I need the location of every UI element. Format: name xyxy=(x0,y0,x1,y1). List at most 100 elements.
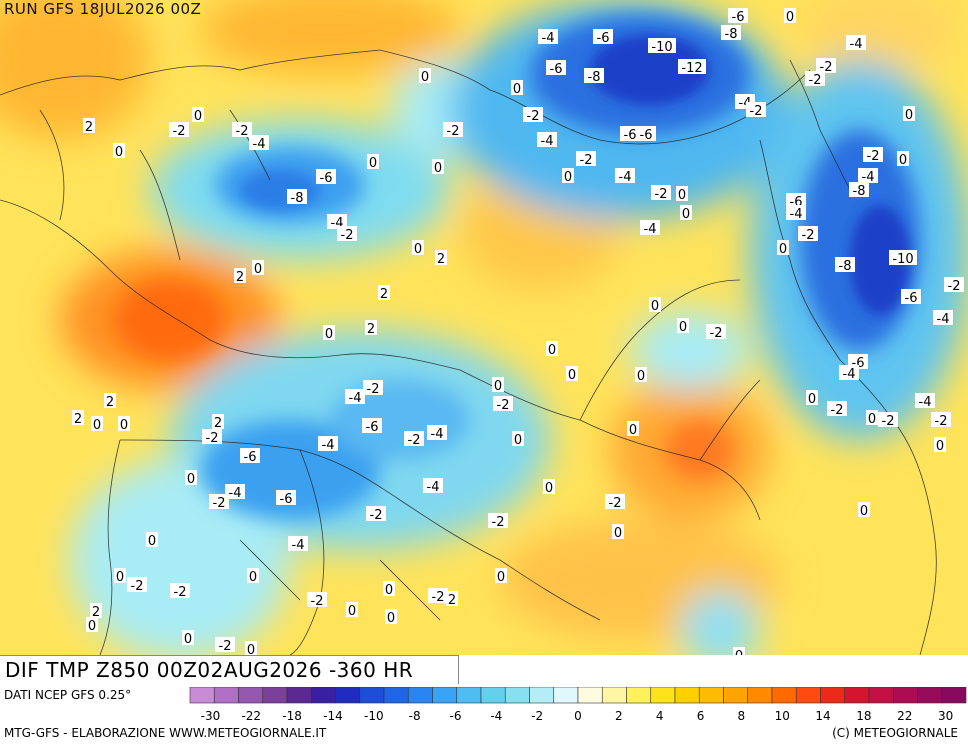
run-label: RUN GFS 18JUL2026 00Z xyxy=(4,0,202,18)
contour-label-text: 0 xyxy=(325,327,333,342)
contour-label: 0 xyxy=(113,143,125,160)
contour-labels: -6 0-4 -6-10-8-4-6-8-12 -2-200-4-2 020-2 -2-4… xyxy=(72,8,964,655)
contour-label-text: -2 xyxy=(609,496,622,511)
contour-label: -2 xyxy=(209,494,229,511)
contour-label-text: -4 xyxy=(542,31,555,46)
contour-label: 2 xyxy=(104,393,116,410)
contour-label: 0 xyxy=(680,205,692,222)
color-scale-swatch xyxy=(529,687,555,704)
contour-label-bg xyxy=(620,126,640,141)
contour-label-bg xyxy=(90,603,102,618)
contour-label-text: 0 xyxy=(614,526,622,541)
contour-label-bg xyxy=(593,29,613,44)
contour-label-bg xyxy=(327,214,347,229)
contour-label-bg xyxy=(202,429,222,444)
contour-label-text: -6 xyxy=(280,492,293,507)
contour-label-bg xyxy=(446,591,458,606)
color-scale-swatch xyxy=(650,687,676,704)
contour-label-bg xyxy=(576,151,596,166)
contour-label: 0 xyxy=(182,630,194,647)
contour-label-text: -2 xyxy=(174,585,187,600)
contour-label: -6 xyxy=(240,448,260,465)
contour-label: 0 xyxy=(512,431,524,448)
contour-label-text: 0 xyxy=(735,649,743,655)
contour-label-text: -8 xyxy=(725,27,738,42)
contour-label-bg xyxy=(546,60,566,75)
contour-label: 0 xyxy=(252,260,264,277)
contour-label-bg xyxy=(512,431,524,446)
contour-label: -2 xyxy=(931,412,951,429)
color-scale-tick-label: -14 xyxy=(323,709,343,723)
contour-label-text: 0 xyxy=(249,570,257,585)
contour-label-text: 0 xyxy=(679,320,687,335)
color-scale-swatch xyxy=(892,687,918,704)
contour-label: -6 xyxy=(636,126,656,143)
contour-label: -4 xyxy=(225,484,245,501)
contour-label-text: -10 xyxy=(651,40,672,55)
contour-label: 0 xyxy=(543,479,555,496)
contour-label-bg xyxy=(209,494,229,509)
contour-label: -8 xyxy=(849,182,869,199)
contour-label-text: 0 xyxy=(194,109,202,124)
contour-label: -2 xyxy=(798,226,818,243)
contour-label: 0 xyxy=(495,568,507,585)
contour-label-text: 0 xyxy=(88,619,96,634)
contour-label: 2 xyxy=(90,603,102,620)
contour-label-text: 0 xyxy=(899,153,907,168)
contour-label-text: -2 xyxy=(867,149,880,164)
contour-label: 0 xyxy=(412,240,424,257)
contour-label: 0 xyxy=(86,617,98,634)
contour-label-text: -4 xyxy=(229,486,242,501)
contour-label-text: 0 xyxy=(115,145,123,160)
contour-label: -6 xyxy=(362,418,382,435)
contour-label-text: 0 xyxy=(651,299,659,314)
contour-label-bg xyxy=(127,577,147,592)
contour-label-text: -2 xyxy=(311,594,324,609)
contour-label: -4 xyxy=(615,168,635,185)
contour-label-bg xyxy=(889,250,917,265)
contour-label-bg xyxy=(934,437,946,452)
contour-label: 0 xyxy=(546,341,558,358)
color-scale-tick-label: 6 xyxy=(697,709,705,723)
contour-label-text: -4 xyxy=(919,395,932,410)
contour-label-bg xyxy=(746,102,766,117)
contour-label: -2 xyxy=(169,122,189,139)
contour-label-text: 2 xyxy=(74,412,82,427)
contour-label-bg xyxy=(435,250,447,265)
contour-label: 0 xyxy=(91,416,103,433)
contour-label-bg xyxy=(827,401,847,416)
contour-label-text: 0 xyxy=(414,242,422,257)
contour-label: -2 xyxy=(232,122,252,139)
contour-label-text: 2 xyxy=(437,252,445,267)
contour-label-text: -4 xyxy=(431,427,444,442)
contour-label-text: 2 xyxy=(448,593,456,608)
contour-label-text: -8 xyxy=(853,184,866,199)
contour-label: 0 xyxy=(866,410,878,427)
color-scale-swatch xyxy=(504,687,530,704)
contour-label-text: -2 xyxy=(527,109,540,124)
contour-label: -2 xyxy=(944,277,964,294)
contour-label-text: 0 xyxy=(116,570,124,585)
contour-label-bg xyxy=(733,647,745,655)
contour-label-bg xyxy=(878,412,898,427)
temperature-anomaly-map: -6 0-4 -6-10-8-4-6-8-12 -2-200-4-2 020-2 -2-4… xyxy=(0,0,968,655)
contour-label: 0 xyxy=(858,502,870,519)
contour-label-bg xyxy=(816,58,836,73)
contour-label-bg xyxy=(931,412,951,427)
color-scale-tick-label: 0 xyxy=(574,709,582,723)
contour-label-text: -10 xyxy=(892,252,913,267)
contour-label-text: 0 xyxy=(637,369,645,384)
source-label: DATI NCEP GFS 0.25° xyxy=(4,688,132,702)
contour-label: -6 xyxy=(728,8,748,25)
contour-label: 2 xyxy=(212,414,224,431)
color-scale-tick-label: 8 xyxy=(738,709,746,723)
contour-label-bg xyxy=(346,602,358,617)
color-scale-tick-label: -8 xyxy=(409,709,421,723)
contour-label: -8 xyxy=(287,189,307,206)
contour-label-text: -2 xyxy=(750,104,763,119)
contour-label: 0 xyxy=(492,377,504,394)
contour-label-text: 0 xyxy=(434,161,442,176)
contour-label: 2 xyxy=(435,250,447,267)
contour-label-text: -2 xyxy=(580,153,593,168)
contour-label-bg xyxy=(170,583,190,598)
